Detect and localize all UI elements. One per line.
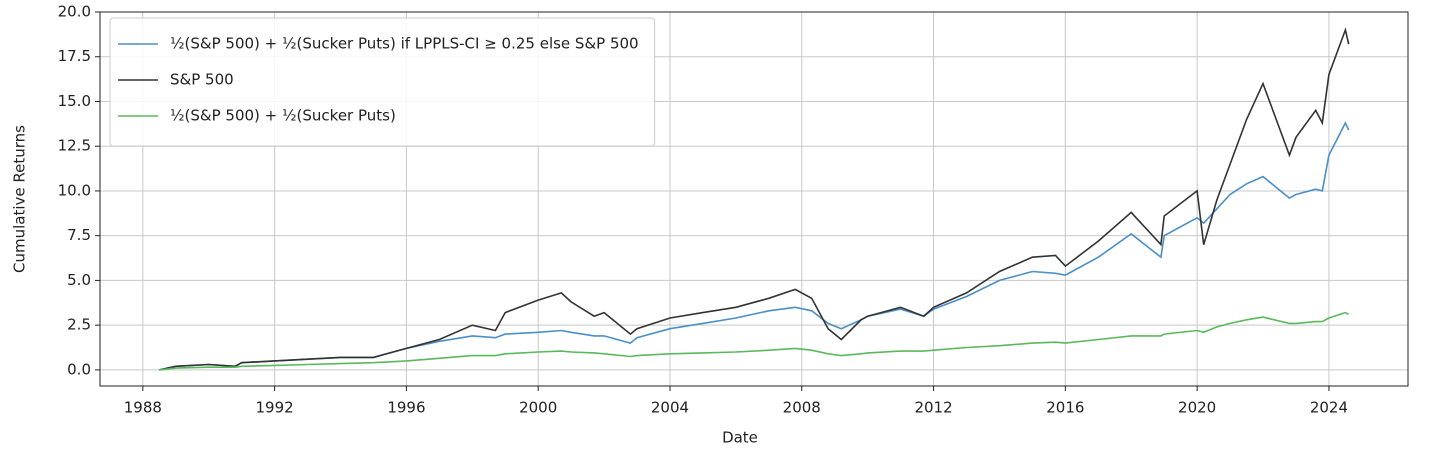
series-line <box>159 27 1350 371</box>
legend-label: ½(S&P 500) + ½(Sucker Puts) if LPPLS-CI … <box>170 35 639 53</box>
y-tick-label: 2.5 <box>67 316 91 334</box>
x-tick-label: 1996 <box>387 399 425 417</box>
legend-label: ½(S&P 500) + ½(Sucker Puts) <box>170 107 396 125</box>
legend-box <box>109 17 656 147</box>
y-axis-label: Cumulative Returns <box>11 125 29 273</box>
x-tick-label: 2004 <box>651 399 689 417</box>
y-tick-label: 15.0 <box>58 92 91 110</box>
y-tick-label: 20.0 <box>58 3 91 21</box>
series-line <box>159 311 1350 371</box>
x-tick-label: 2016 <box>1046 399 1084 417</box>
legend-label: S&P 500 <box>170 71 234 89</box>
x-tick-label: 2000 <box>519 399 557 417</box>
x-tick-label: 2020 <box>1178 399 1216 417</box>
x-tick-label: 1992 <box>256 399 294 417</box>
x-tick-label: 2008 <box>783 399 821 417</box>
plot-frame <box>99 11 1409 387</box>
x-tick-label: 1988 <box>124 399 162 417</box>
y-tick-label: 7.5 <box>67 226 91 244</box>
y-tick-label: 17.5 <box>58 47 91 65</box>
legend: ½(S&P 500) + ½(Sucker Puts) if LPPLS-CI … <box>109 17 656 147</box>
y-tick-label: 10.0 <box>58 181 91 199</box>
y-tick-label: 12.5 <box>58 137 91 155</box>
x-axis-label: Date <box>722 429 758 447</box>
y-tick-label: 0.0 <box>67 360 91 378</box>
y-tick-label: 5.0 <box>67 271 91 289</box>
x-tick-label: 2024 <box>1310 399 1348 417</box>
x-tick-label: 2012 <box>914 399 952 417</box>
